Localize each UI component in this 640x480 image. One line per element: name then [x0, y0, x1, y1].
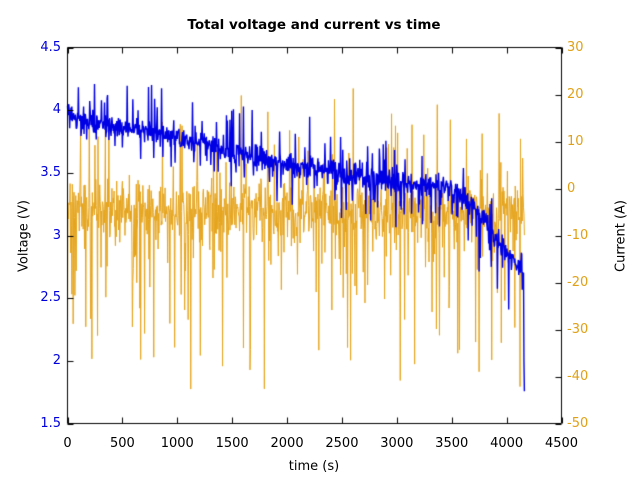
y-tick-label: 1.5 [40, 415, 61, 431]
x-tick-label: 2500 [325, 436, 359, 451]
y2-tick-label: -30 [567, 321, 589, 337]
y2-tick-label: -20 [567, 274, 589, 290]
y-tick-label: 3 [52, 227, 61, 243]
y-tick-label: 4 [52, 102, 61, 118]
x-tick-label: 0 [63, 436, 72, 451]
y-tick-label: 2 [52, 352, 61, 368]
y-tick-label: 3.5 [40, 164, 61, 180]
y2-tick-label: -40 [567, 368, 589, 384]
x-tick-label: 500 [109, 436, 135, 451]
y2-tick-label: 30 [567, 39, 584, 55]
y2-tick-label: 20 [567, 86, 584, 102]
y-tick-label: 2.5 [40, 290, 61, 306]
x-tick-label: 1500 [215, 436, 249, 451]
y-tick-label: 4.5 [40, 39, 61, 55]
x-axis-label: time (s) [288, 459, 340, 474]
x-tick-label: 3500 [435, 436, 469, 451]
x-tick-label: 2000 [270, 436, 304, 451]
y2-tick-label: -10 [567, 227, 589, 243]
x-tick-label: 1000 [160, 436, 194, 451]
x-tick-label: 4000 [490, 436, 524, 451]
y2-tick-label: -50 [567, 415, 589, 431]
chart-title: Total voltage and current vs time [187, 17, 441, 33]
x-tick-label: 4500 [544, 436, 579, 451]
y2-tick-label: 10 [567, 133, 584, 149]
x-tick-label: 3000 [380, 436, 414, 451]
y2-tick-label: 0 [567, 180, 576, 196]
